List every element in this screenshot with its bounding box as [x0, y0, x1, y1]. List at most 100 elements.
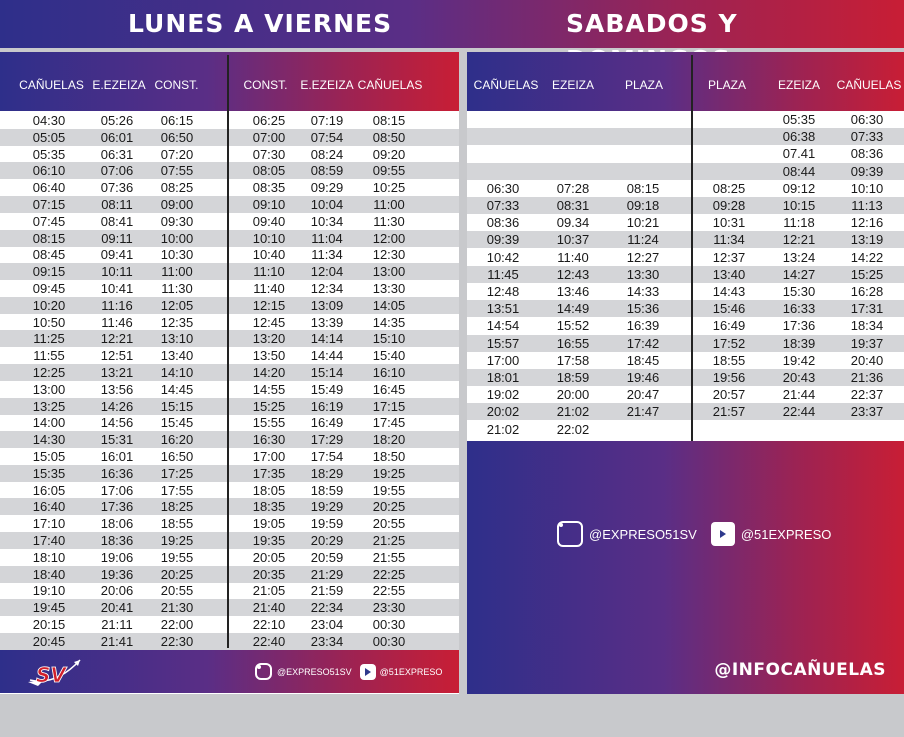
weekend-cell: 06:30	[486, 180, 520, 196]
infocanuelas-handle[interactable]: @INFOCAÑUELAS	[714, 660, 886, 680]
weekday-cell: 00:30	[372, 633, 406, 649]
weekend-row: 08:44 09:39	[467, 162, 904, 180]
weekday-row: 07:45 08:41 09:30 09:40 10:34 11:30	[0, 213, 459, 230]
weekday-cell: 09:11	[101, 230, 133, 246]
weekend-cell: 06:38	[782, 129, 816, 145]
weekday-cell: 20:25	[372, 499, 406, 515]
weekday-cell: 08:15	[372, 113, 406, 128]
weekday-cell: 22:30	[160, 633, 194, 649]
weekday-cell: 17:55	[160, 482, 194, 498]
weekday-cell: 17:29	[310, 432, 344, 448]
weekend-cell	[543, 128, 603, 145]
weekend-cell: 17:31	[850, 301, 884, 317]
weekend-cell: 14:22	[850, 249, 884, 265]
weekday-cell: 11:04	[311, 230, 343, 246]
weekday-col-header: CAÑUELAS	[357, 78, 423, 92]
weekday-cell: 15:49	[310, 381, 344, 397]
weekday-cell: 20:29	[310, 533, 344, 548]
weekday-cell: 07:20	[160, 146, 194, 162]
weekday-cell: 21:25	[372, 533, 406, 548]
weekday-cell: 19:05	[252, 516, 286, 532]
weekday-cell: 14:44	[310, 348, 344, 364]
weekday-cell: 17:06	[100, 482, 134, 498]
weekend-col-header: CAÑUELAS	[836, 78, 902, 92]
weekday-cell: 18:59	[310, 482, 344, 498]
weekday-cell: 12:45	[252, 314, 286, 330]
weekday-cell: 22:10	[252, 617, 286, 632]
weekday-cell: 12:51	[100, 348, 134, 364]
weekday-cell: 10:34	[310, 213, 344, 229]
weekday-col-header: CONST.	[243, 78, 288, 92]
weekday-cell: 09:30	[160, 213, 194, 229]
weekday-row: 05:05 06:01 06:50 07:00 07:54 08:50	[0, 128, 459, 146]
weekend-cell: 07.41	[782, 146, 816, 162]
weekday-cell: 15:45	[160, 415, 194, 431]
weekend-cell: 06:30	[850, 112, 884, 127]
weekday-cell: 07:06	[100, 163, 134, 179]
weekday-cell: 06:10	[32, 163, 66, 179]
weekday-cell: 19:06	[100, 549, 134, 565]
instagram-handle[interactable]: @EXPRESO51SV	[277, 666, 352, 677]
weekday-cell: 16:20	[160, 432, 194, 448]
weekend-cell: 15:46	[712, 301, 746, 317]
weekend-cell: 14:27	[782, 266, 816, 282]
weekday-cell: 19:29	[310, 499, 344, 515]
weekend-cell	[699, 128, 759, 145]
weekend-cell	[473, 111, 533, 128]
weekend-cell	[473, 163, 533, 180]
weekday-cell: 16:40	[32, 499, 66, 515]
weekend-cell: 20:02	[486, 404, 520, 420]
weekend-cell: 20:47	[626, 387, 660, 403]
weekend-cell	[613, 128, 673, 145]
weekend-cell: 22:02	[556, 421, 590, 437]
weekday-row: 09:45 10:41 11:30 11:40 12:34 13:30	[0, 280, 459, 297]
weekday-cell: 20:55	[160, 583, 194, 599]
weekday-cell: 16:05	[32, 482, 66, 498]
weekday-cell: 19:35	[252, 533, 286, 548]
weekend-cell: 21:44	[782, 387, 816, 403]
weekday-cell: 22:55	[372, 583, 406, 599]
weekend-row: 07.41 08:36	[467, 145, 904, 162]
weekend-cell	[613, 145, 673, 162]
weekend-col-header: EZEIZA	[551, 78, 594, 92]
weekend-cell: 18:45	[626, 352, 660, 368]
weekday-cell: 11:00	[161, 264, 193, 280]
weekday-row: 16:40 17:36 18:25 18:35 19:29 20:25	[0, 498, 459, 516]
weekend-cell	[769, 421, 829, 438]
weekday-row: 19:45 20:41 21:30 21:40 22:34 23:30	[0, 599, 459, 617]
weekend-cell	[543, 111, 603, 128]
weekend-cell: 20:43	[782, 370, 816, 385]
weekend-cell: 21:02	[556, 404, 590, 420]
weekend-cell: 18:01	[486, 370, 520, 385]
weekend-cell: 11:45	[487, 266, 519, 282]
weekday-timetable: CAÑUELAS E.EZEIZA CONST. CONST. E.EZEIZA…	[0, 52, 459, 694]
weekday-cell: 21:41	[100, 633, 134, 649]
weekend-cell: 13:40	[712, 266, 746, 282]
weekend-row: 18:01 18:59 19:46 19:56 20:43 21:36	[467, 369, 904, 386]
weekday-cell: 13:09	[310, 297, 344, 313]
weekend-cell: 08:44	[782, 163, 816, 179]
twitter-handle[interactable]: @51EXPRESO	[379, 666, 443, 677]
weekday-cell: 13:56	[100, 381, 134, 397]
weekday-cell: 18:20	[372, 432, 406, 448]
weekday-cell: 14:30	[32, 432, 66, 448]
weekend-cell: 15:30	[782, 284, 816, 299]
weekday-cell: 09:45	[32, 281, 66, 296]
weekday-cell: 10:00	[160, 230, 194, 246]
weekday-row: 04:30 05:26 06:15 06:25 07:19 08:15	[0, 112, 459, 129]
weekend-cell: 21:47	[626, 404, 660, 420]
twitter-handle[interactable]: @51EXPRESO	[740, 526, 832, 542]
weekday-cell: 13:00	[372, 264, 406, 280]
weekend-cell: 09:12	[782, 180, 816, 196]
weekend-cell: 14:54	[486, 318, 520, 334]
weekday-cell: 19:10	[32, 583, 66, 599]
weekday-cell: 21:30	[160, 600, 194, 616]
weekend-cell: 11:40	[557, 249, 589, 265]
weekday-cell: 17:54	[310, 449, 344, 464]
weekend-cell: 10:37	[556, 232, 590, 248]
weekend-col-header: EZEIZA	[777, 78, 820, 92]
weekend-cell: 13:24	[782, 249, 816, 265]
weekday-cell: 20:45	[32, 633, 66, 649]
instagram-handle[interactable]: @EXPRESO51SV	[589, 526, 697, 542]
weekday-cell: 17:15	[372, 398, 406, 414]
